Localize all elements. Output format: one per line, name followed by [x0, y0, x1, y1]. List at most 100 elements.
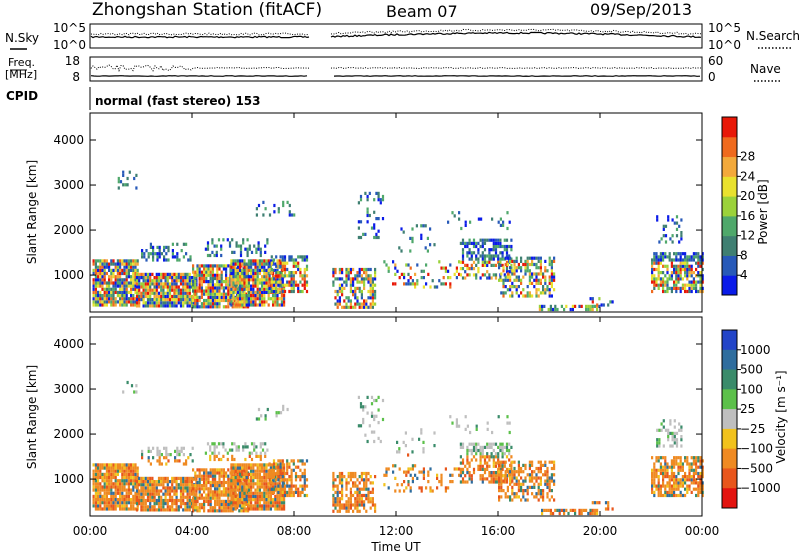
echo-cell [175, 285, 178, 289]
echo-cell [299, 490, 302, 494]
echo-cell [673, 435, 676, 439]
echo-cell [110, 472, 113, 476]
echo-cell [294, 261, 298, 265]
echo-cell [490, 455, 493, 459]
echo-cell [701, 289, 704, 294]
echo-cell [256, 504, 259, 508]
echo-cell [505, 480, 509, 484]
echo-cell [270, 471, 273, 476]
echo-cell [461, 480, 465, 484]
echo-cell [303, 277, 306, 281]
echo-cell [160, 502, 163, 506]
echo-cell [157, 276, 161, 280]
echo-cell [499, 260, 502, 264]
echo-cell [258, 504, 261, 508]
echo-cell [191, 446, 194, 450]
echo-cell [138, 282, 141, 286]
echo-cell [135, 285, 139, 289]
echo-cell [671, 234, 674, 238]
echo-cell [513, 470, 516, 474]
echo-cell [92, 479, 95, 483]
echo-cell [250, 463, 253, 467]
echo-cell [657, 459, 660, 463]
echo-cell [175, 291, 178, 295]
echo-cell [686, 258, 689, 262]
echo-cell [345, 503, 348, 507]
echo-cell [157, 304, 161, 308]
echo-cell [275, 411, 278, 415]
echo-cell [160, 285, 163, 289]
echo-cell [236, 271, 239, 276]
echo-cell [261, 284, 264, 288]
echo-cell [105, 290, 108, 294]
echo-cell [499, 244, 502, 249]
echo-cell [200, 477, 203, 481]
echo-cell [147, 446, 150, 450]
echo-cell [490, 276, 493, 280]
echo-cell [479, 474, 482, 478]
echo-cell [168, 291, 172, 295]
echo-cell [182, 508, 185, 512]
echo-cell [461, 257, 465, 261]
echo-cell [371, 500, 374, 504]
echo-cell [673, 264, 676, 268]
echo-cell [553, 498, 556, 502]
echo-cell [227, 490, 230, 494]
echo-cell [349, 471, 352, 476]
echo-cell [334, 271, 337, 275]
echo-cell [243, 284, 246, 288]
echo-cell [394, 282, 397, 286]
echo-cell [99, 297, 102, 301]
echo-cell [508, 452, 511, 456]
echo-cell [256, 469, 259, 473]
echo-cell [213, 244, 216, 248]
echo-cell [255, 454, 258, 458]
echo-cell [214, 468, 217, 472]
echo-cell [420, 486, 423, 490]
echo-cell [373, 430, 376, 434]
echo-cell [243, 294, 246, 298]
echo-cell [688, 271, 691, 275]
echo-cell [688, 468, 691, 472]
echo-cell [121, 268, 124, 272]
echo-cell [515, 259, 518, 263]
echo-cell [681, 258, 684, 262]
echo-cell [168, 505, 172, 509]
echo-cell [358, 493, 361, 498]
echo-cell [217, 442, 221, 446]
echo-cell [211, 493, 214, 497]
echo-cell [130, 268, 133, 272]
echo-cell [276, 498, 279, 502]
echo-cell [254, 300, 257, 304]
echo-cell [254, 494, 257, 498]
echo-cell [394, 266, 397, 270]
echo-cell [135, 298, 139, 302]
echo-cell [528, 485, 531, 489]
echo-cell [103, 485, 106, 489]
echo-cell [200, 273, 203, 277]
echo-cell [239, 290, 242, 294]
echo-cell [101, 275, 104, 279]
echo-cell [301, 462, 304, 466]
echo-cell [241, 469, 244, 473]
echo-cell [359, 424, 363, 428]
echo-cell [470, 452, 473, 456]
echo-cell [116, 472, 119, 476]
echo-cell [184, 276, 187, 280]
echo-cell [203, 496, 206, 500]
echo-cell [290, 274, 293, 278]
echo-cell [670, 493, 673, 498]
echo-cell [479, 276, 482, 280]
echo-cell [290, 459, 293, 463]
echo-cell [263, 268, 266, 272]
echo-cell [101, 287, 104, 291]
echo-cell [701, 280, 704, 284]
echo-cell [97, 469, 100, 473]
echo-cell [444, 486, 447, 490]
echo-cell [563, 508, 566, 512]
echo-cell [677, 484, 680, 488]
echo-cell [662, 283, 665, 287]
echo-cell [230, 494, 233, 498]
echo-cell [171, 489, 174, 493]
echo-cell [528, 473, 531, 477]
